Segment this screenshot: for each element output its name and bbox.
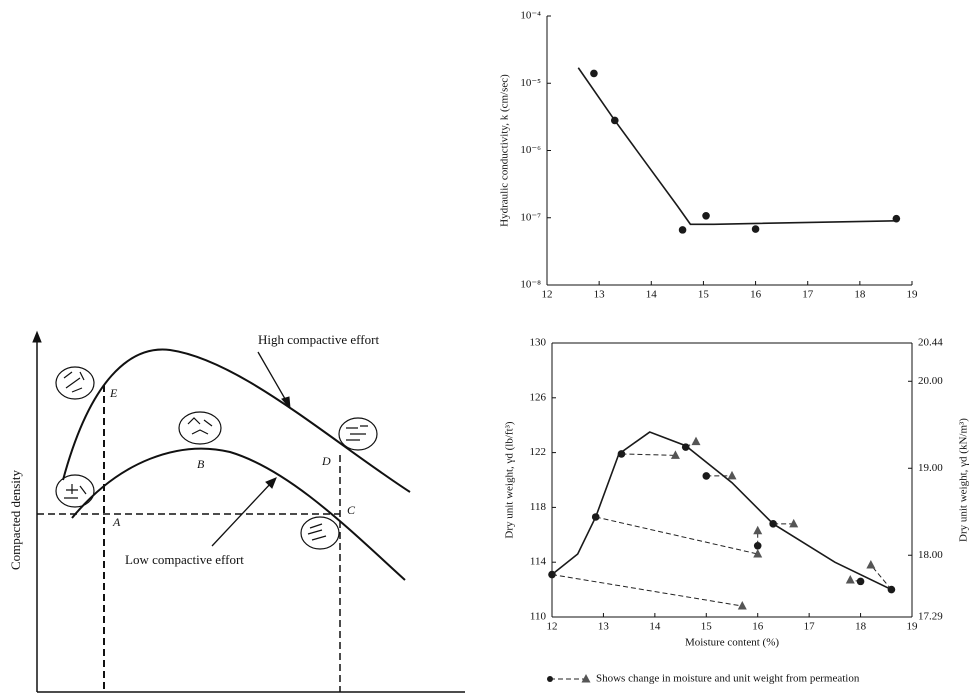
triangle-point xyxy=(691,436,701,446)
y-tick-label: 10⁻⁴ xyxy=(520,10,541,22)
triangle-point xyxy=(789,518,799,528)
y2-tick-label: 20.44 xyxy=(918,337,943,349)
circle-point xyxy=(702,211,710,220)
x-tick-label: 15 xyxy=(698,289,710,301)
point-label: D xyxy=(321,454,331,468)
point-label: B xyxy=(197,457,205,471)
y-tick-label: 110 xyxy=(530,611,547,623)
legend-label: Shows change in moisture and unit weight… xyxy=(596,673,860,685)
y-axis-label: Dry unit weight, γd (lb/ft³) xyxy=(504,421,516,539)
y-tick-label: 10⁻⁶ xyxy=(520,144,541,156)
x-tick-label: 18 xyxy=(854,289,866,301)
x-tick-label: 12 xyxy=(547,621,558,633)
x-axis-label: Moisture content (%) xyxy=(685,637,779,649)
legend-triangle xyxy=(581,674,591,683)
triangle-point xyxy=(727,470,737,480)
high-effort-curve xyxy=(62,348,411,493)
x-tick-label: 16 xyxy=(750,289,762,301)
circle-point xyxy=(678,226,687,234)
change-link xyxy=(870,564,892,590)
y-tick-label: 10⁻⁷ xyxy=(520,211,541,223)
triangle-point xyxy=(866,559,876,569)
y2-tick-label: 19.00 xyxy=(918,462,943,474)
triangle-point xyxy=(753,525,763,535)
x-tick-label: 13 xyxy=(598,621,610,633)
y-tick-label: 10⁻⁵ xyxy=(520,77,541,89)
triangle-point xyxy=(845,575,855,584)
point-label: C xyxy=(347,503,356,517)
y2-tick-label: 18.00 xyxy=(918,549,943,561)
point-label: E xyxy=(109,386,118,400)
y-tick-label: 118 xyxy=(530,501,547,513)
pointer xyxy=(257,351,289,405)
y-tick-label: 130 xyxy=(530,337,547,349)
particle-sketches xyxy=(55,366,378,550)
y-tick-label: 122 xyxy=(530,446,547,458)
x-tick-label: 17 xyxy=(804,621,816,633)
compaction-diagram xyxy=(32,330,465,693)
y-axis-label: Hydraulic conductivity, k (cm/sec) xyxy=(499,74,511,227)
fit-curve xyxy=(577,67,897,226)
y2-tick-label: 17.29 xyxy=(918,611,943,623)
x-tick-label: 19 xyxy=(907,621,919,633)
circle-point xyxy=(590,69,598,78)
y-tick-label: 10⁻⁸ xyxy=(520,279,541,291)
change-link xyxy=(621,453,676,456)
y-tick-label: 114 xyxy=(530,556,547,568)
fit-curve xyxy=(551,431,892,591)
x-tick-label: 13 xyxy=(594,289,606,301)
triangle-point xyxy=(737,601,747,610)
change-link xyxy=(595,516,758,555)
curve-label: Low compactive effort xyxy=(125,552,244,567)
y-tick-label: 126 xyxy=(530,391,547,403)
arrowhead xyxy=(32,330,42,343)
triangle-point xyxy=(670,450,680,459)
x-tick-label: 15 xyxy=(701,621,713,633)
triangle-point xyxy=(753,548,763,558)
pointer xyxy=(211,481,273,547)
y2-tick-label: 20.00 xyxy=(918,375,943,387)
x-tick-label: 14 xyxy=(646,289,658,301)
x-tick-label: 14 xyxy=(649,621,661,633)
x-tick-label: 18 xyxy=(855,621,867,633)
circle-point xyxy=(751,225,760,233)
x-tick-label: 16 xyxy=(752,621,764,633)
arrowhead xyxy=(281,396,291,410)
x-tick-label: 19 xyxy=(907,289,919,301)
x-tick-label: 12 xyxy=(542,289,553,301)
arrowhead xyxy=(265,477,277,489)
change-link xyxy=(551,574,743,607)
point-label: A xyxy=(112,515,121,529)
y-axis-label: Compacted density xyxy=(8,470,23,571)
y2-axis-label: Dry unit weight, γd (kN/m³) xyxy=(958,418,970,542)
x-tick-label: 17 xyxy=(802,289,814,301)
low-effort-curve xyxy=(71,447,406,581)
curve-label: High compactive effort xyxy=(258,332,379,347)
